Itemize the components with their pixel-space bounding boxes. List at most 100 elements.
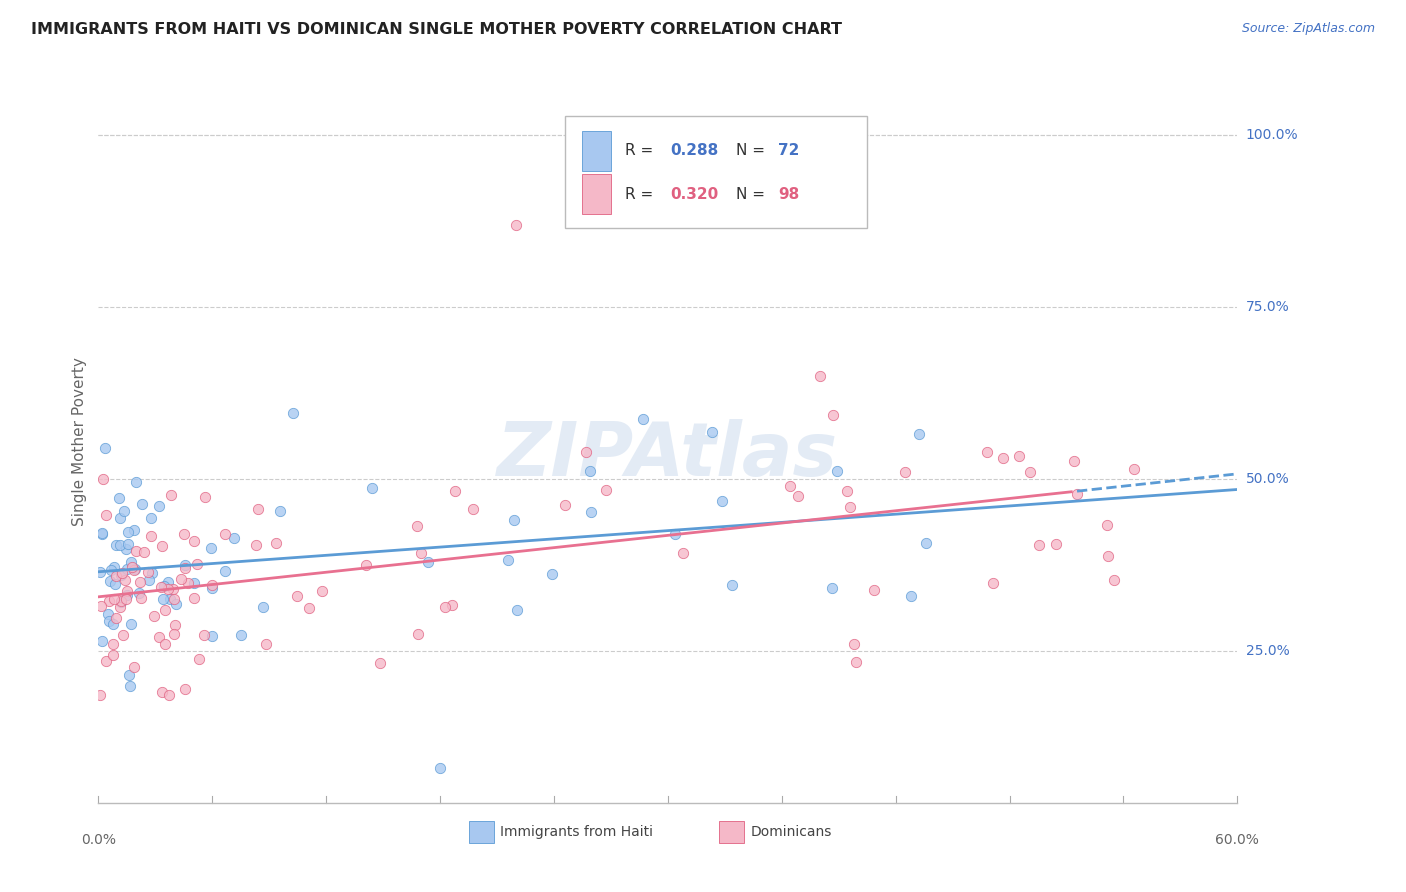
- Point: [173, 681, 195, 696]
- Point: [101, 637, 124, 651]
- Point: [839, 500, 862, 514]
- Point: [444, 483, 467, 498]
- Point: [115, 562, 138, 576]
- Point: [132, 545, 155, 559]
- Point: [579, 464, 602, 478]
- Point: [115, 583, 138, 598]
- Point: [787, 490, 810, 504]
- Text: 0.288: 0.288: [671, 144, 718, 158]
- Point: [100, 564, 122, 578]
- Point: [808, 369, 831, 384]
- Text: N =: N =: [737, 186, 770, 202]
- Point: [91, 634, 114, 648]
- Bar: [718, 821, 744, 843]
- Point: [148, 630, 170, 644]
- Point: [173, 558, 195, 572]
- Point: [214, 564, 236, 578]
- Point: [900, 589, 922, 603]
- Point: [98, 614, 121, 628]
- Point: [131, 497, 153, 511]
- Point: [186, 558, 208, 572]
- Point: [90, 526, 112, 541]
- Text: R =: R =: [624, 186, 658, 202]
- Text: 75.0%: 75.0%: [1246, 301, 1289, 314]
- Point: [835, 483, 858, 498]
- FancyBboxPatch shape: [565, 116, 868, 228]
- Text: 100.0%: 100.0%: [1246, 128, 1298, 143]
- Point: [354, 558, 377, 572]
- Point: [150, 539, 173, 553]
- Point: [229, 628, 252, 642]
- Point: [110, 567, 132, 582]
- Bar: [582, 174, 612, 214]
- Point: [245, 538, 267, 552]
- Point: [155, 602, 177, 616]
- Point: [104, 568, 127, 582]
- Point: [1045, 537, 1067, 551]
- Point: [201, 581, 224, 595]
- Point: [117, 537, 139, 551]
- Point: [183, 534, 205, 549]
- Point: [122, 660, 145, 674]
- Text: 50.0%: 50.0%: [1246, 473, 1289, 486]
- Point: [103, 592, 125, 607]
- Point: [139, 511, 162, 525]
- Point: [368, 656, 391, 670]
- Point: [153, 637, 176, 651]
- Point: [664, 527, 686, 541]
- Point: [187, 652, 209, 666]
- Point: [115, 588, 138, 602]
- Point: [114, 573, 136, 587]
- Point: [269, 504, 291, 518]
- Point: [177, 575, 200, 590]
- Point: [194, 490, 217, 504]
- Point: [915, 535, 938, 549]
- Point: [120, 617, 142, 632]
- Point: [117, 524, 139, 539]
- Point: [97, 593, 120, 607]
- Point: [1028, 538, 1050, 552]
- Point: [148, 499, 170, 513]
- Point: [200, 541, 222, 555]
- Point: [156, 575, 179, 590]
- Point: [115, 592, 138, 607]
- Point: [1066, 487, 1088, 501]
- Point: [595, 483, 617, 497]
- Point: [541, 567, 564, 582]
- Point: [125, 475, 148, 490]
- Point: [976, 445, 998, 459]
- Point: [111, 566, 134, 581]
- Point: [406, 627, 429, 641]
- Point: [89, 565, 111, 579]
- Point: [160, 488, 183, 502]
- Point: [163, 627, 186, 641]
- Text: Immigrants from Haiti: Immigrants from Haiti: [501, 825, 654, 838]
- Point: [173, 526, 195, 541]
- Point: [110, 594, 132, 608]
- Point: [94, 508, 117, 523]
- Point: [252, 599, 274, 614]
- Point: [285, 589, 308, 603]
- Point: [108, 539, 131, 553]
- Point: [700, 425, 723, 439]
- Point: [461, 502, 484, 516]
- Point: [411, 547, 433, 561]
- Point: [907, 426, 929, 441]
- Point: [98, 574, 121, 588]
- Text: ZIPAtlas: ZIPAtlas: [498, 419, 838, 492]
- Point: [672, 546, 695, 560]
- Point: [633, 411, 655, 425]
- Point: [94, 441, 117, 455]
- Point: [554, 498, 576, 512]
- Point: [440, 598, 463, 612]
- Point: [153, 579, 176, 593]
- Point: [201, 578, 224, 592]
- Point: [281, 406, 304, 420]
- Point: [91, 472, 114, 486]
- Point: [1122, 462, 1144, 476]
- Point: [121, 560, 143, 574]
- Point: [1097, 549, 1119, 564]
- Point: [112, 628, 135, 642]
- Point: [139, 529, 162, 543]
- Point: [193, 628, 215, 642]
